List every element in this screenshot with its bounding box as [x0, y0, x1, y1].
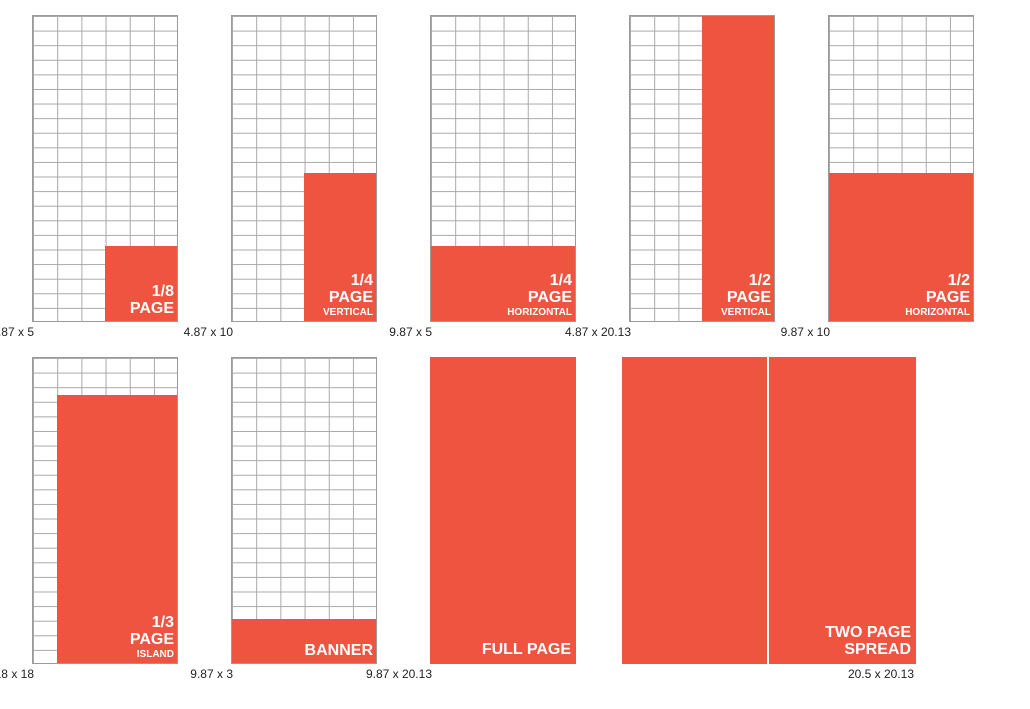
- page-grid: 1/8 PAGE: [32, 15, 178, 322]
- ad-dimensions: 20.5 x 20.13: [847, 667, 914, 681]
- ad-label: 1/4 PAGE HORIZONTAL: [507, 271, 572, 318]
- ad-label: 1/2 PAGE HORIZONTAL: [905, 271, 970, 318]
- ad-area: FULL PAGE: [430, 357, 576, 664]
- ad-unit: PAGE: [129, 300, 174, 318]
- ad-name: TWO PAGE: [825, 624, 911, 642]
- ad-area: 1/4 PAGE HORIZONTAL: [431, 246, 575, 321]
- ad-dimensions: 9.87 x 10: [780, 325, 830, 339]
- spread-area: TWO PAGE SPREAD: [622, 357, 916, 664]
- ad-label: 1/4 PAGE VERTICAL: [323, 271, 373, 318]
- ad-dimensions: 4.87 x 20.13: [564, 325, 631, 339]
- ad-unit: PAGE: [328, 288, 373, 306]
- ad-dimensions: 4.87 x 10: [183, 325, 233, 339]
- ad-orientation: HORIZONTAL: [507, 306, 572, 318]
- page-grid: 1/2 PAGE VERTICAL: [629, 15, 775, 322]
- ad-fraction: 1/4: [549, 271, 572, 289]
- ad-unit: PAGE: [726, 288, 771, 306]
- ad-orientation: ISLAND: [136, 648, 174, 660]
- page-grid: 1/2 PAGE HORIZONTAL: [828, 15, 974, 322]
- ad-fraction: 1/4: [350, 271, 373, 289]
- ad-dimensions: 9.87 x 3: [190, 667, 233, 681]
- ad-label: 1/8 PAGE: [130, 284, 174, 318]
- ad-label: BANNER: [304, 642, 373, 660]
- page-grid: 1/4 PAGE VERTICAL: [231, 15, 377, 322]
- ad-area: 1/4 PAGE VERTICAL: [304, 173, 376, 321]
- ad-name: BANNER: [304, 642, 373, 660]
- ad-dimensions: 9.87 x 20.13: [365, 667, 432, 681]
- page-grid: 1/4 PAGE HORIZONTAL: [430, 15, 576, 322]
- ad-name-line2: SPREAD: [844, 641, 911, 659]
- ad-area: TWO PAGE SPREAD: [622, 357, 916, 664]
- ad-dimensions: 8.18 x 18: [0, 667, 34, 681]
- ad-unit: PAGE: [129, 630, 174, 648]
- ad-area: 1/3 PAGE ISLAND: [57, 395, 177, 663]
- ad-fraction: 1/2: [947, 271, 970, 289]
- ad-orientation: VERTICAL: [323, 306, 373, 318]
- ad-label: 1/2 PAGE VERTICAL: [721, 271, 771, 318]
- page-divider: [767, 357, 769, 664]
- ad-dimensions: 4.87 x 5: [0, 325, 34, 339]
- ad-unit: PAGE: [527, 288, 572, 306]
- ad-label: FULL PAGE: [481, 641, 571, 659]
- ad-label: 1/3 PAGE ISLAND: [129, 613, 174, 660]
- ad-fraction: 1/8: [151, 283, 174, 301]
- ad-fraction: 1/2: [748, 271, 771, 289]
- ad-area: 1/2 PAGE HORIZONTAL: [829, 173, 973, 321]
- ad-fraction: 1/3: [151, 613, 174, 631]
- page-grid: 1/3 PAGE ISLAND: [32, 357, 178, 664]
- page-area: FULL PAGE: [430, 357, 576, 664]
- ad-area: 1/2 PAGE VERTICAL: [702, 16, 774, 321]
- ad-orientation: VERTICAL: [721, 306, 771, 318]
- ad-unit: PAGE: [925, 288, 970, 306]
- ad-dimensions: 9.87 x 5: [389, 325, 432, 339]
- ad-orientation: HORIZONTAL: [905, 306, 970, 318]
- page-grid: BANNER: [231, 357, 377, 664]
- ad-area: 1/8 PAGE: [105, 246, 177, 321]
- ad-label: TWO PAGE SPREAD: [825, 625, 911, 659]
- ad-name: FULL PAGE: [481, 641, 571, 659]
- ad-area: BANNER: [232, 619, 376, 663]
